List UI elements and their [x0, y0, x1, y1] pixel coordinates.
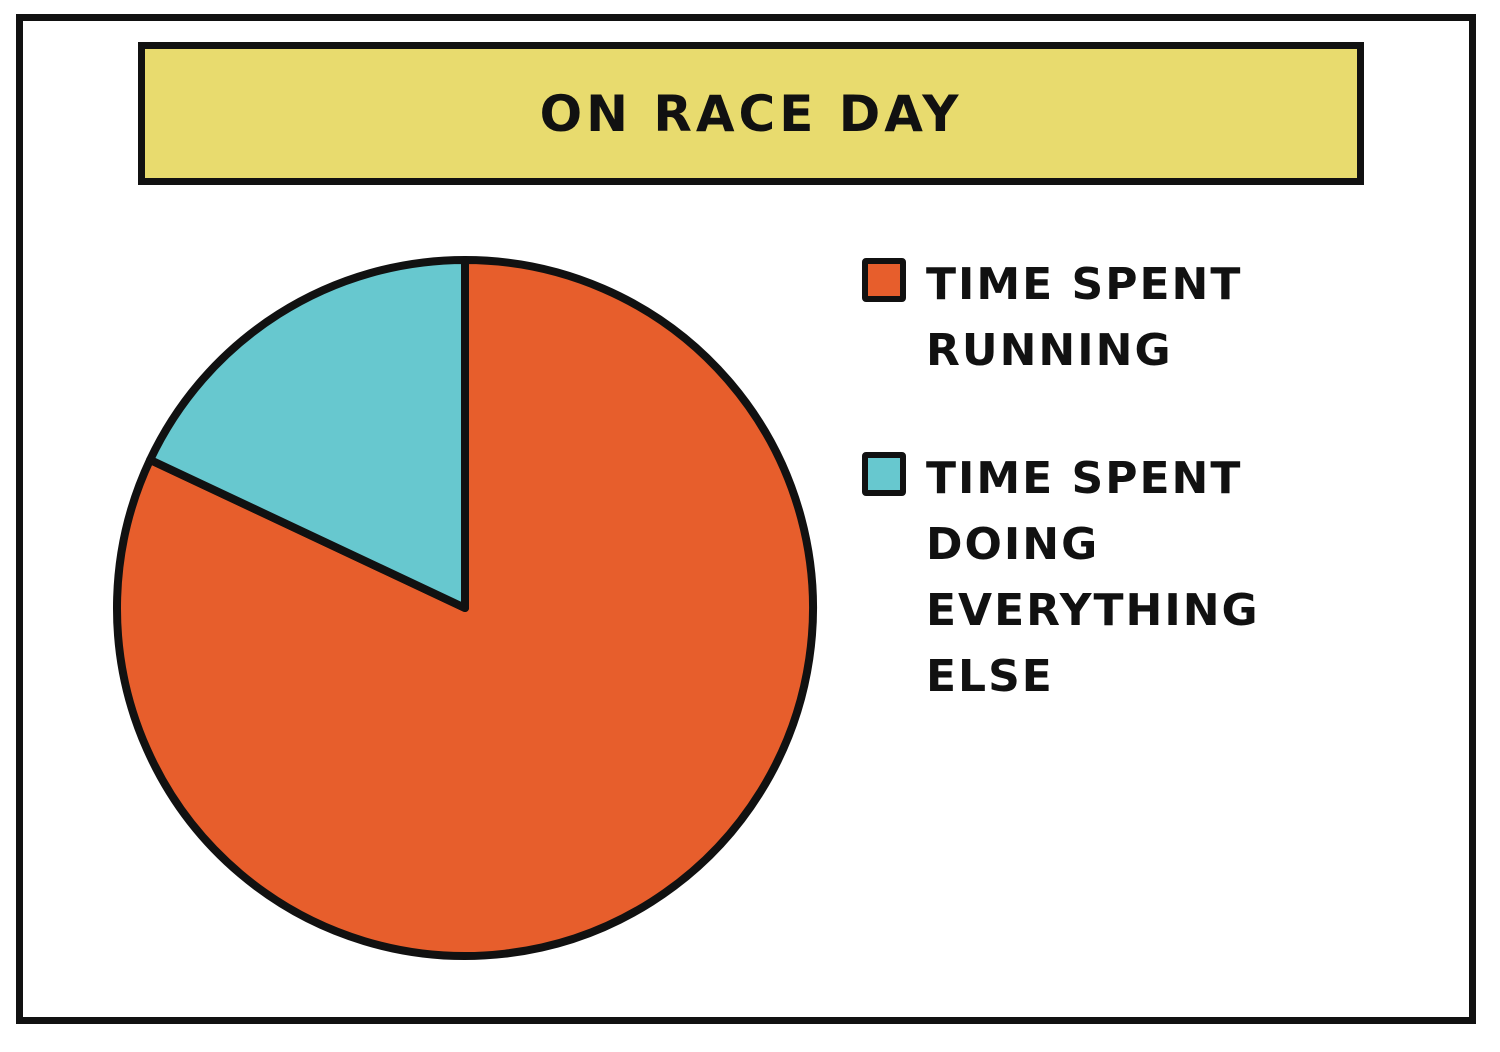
- pie-slice-0: [113, 256, 817, 960]
- chart-title: ON RACE DAY: [539, 84, 963, 143]
- pie-slice-1: [146, 256, 469, 612]
- legend: TIME SPENT RUNNING TIME SPENT DOING EVER…: [862, 252, 1422, 772]
- legend-item-running: TIME SPENT RUNNING: [862, 252, 1422, 384]
- legend-swatch-running: [862, 258, 906, 302]
- legend-swatch-everything-else: [862, 452, 906, 496]
- title-banner: ON RACE DAY: [138, 42, 1364, 185]
- legend-item-everything-else: TIME SPENT DOING EVERYTHING ELSE: [862, 446, 1422, 710]
- legend-label-running: TIME SPENT RUNNING: [926, 259, 1243, 376]
- legend-label-everything-else: TIME SPENT DOING EVERYTHING ELSE: [926, 453, 1260, 702]
